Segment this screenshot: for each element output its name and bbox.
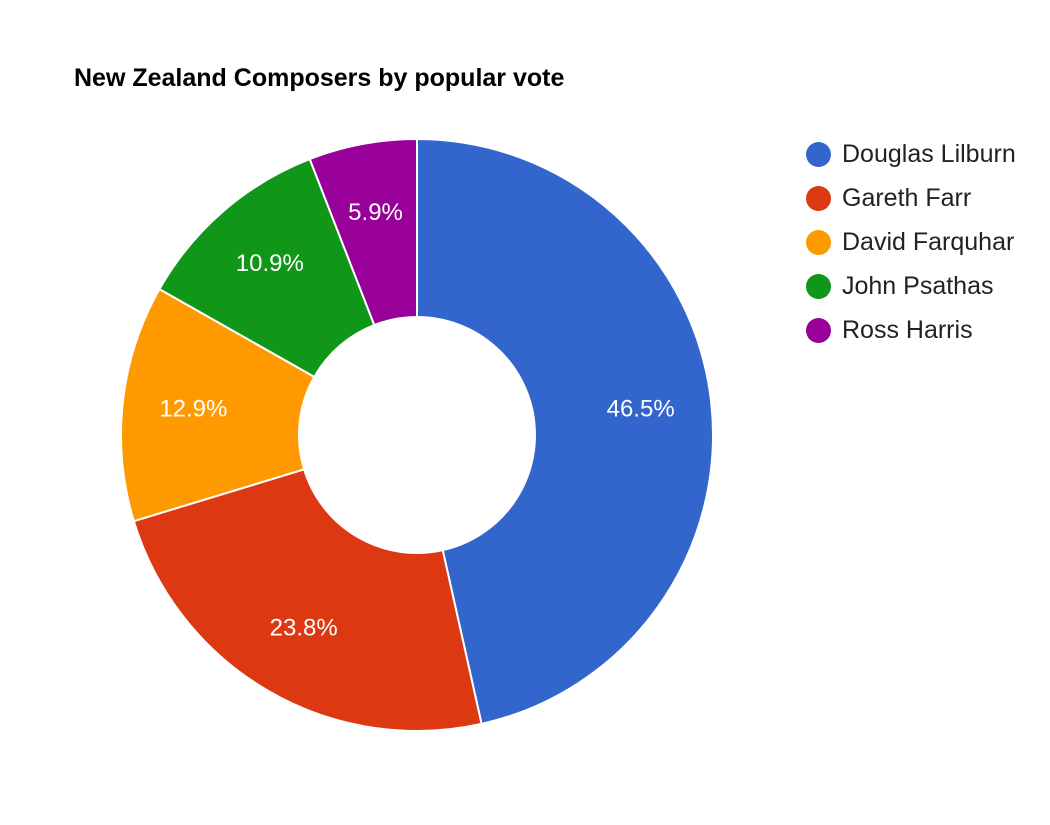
legend-label: David Farquhar <box>842 227 1015 256</box>
slice-gareth-farr[interactable] <box>132 468 483 732</box>
legend-item-john-psathas[interactable]: John Psathas <box>806 264 1016 308</box>
legend-label: Gareth Farr <box>842 183 972 212</box>
slice-david-farquhar[interactable] <box>120 287 316 523</box>
legend-item-david-farquhar[interactable]: David Farquhar <box>806 220 1016 264</box>
legend-swatch-icon <box>806 185 831 211</box>
slice-percent-label: 10.9% <box>236 250 304 277</box>
slice-percent-label: 23.8% <box>270 615 338 642</box>
legend-label: Douglas Lilburn <box>842 139 1016 168</box>
legend-swatch-icon <box>806 273 831 299</box>
legend-swatch-icon <box>806 141 831 167</box>
chart-title: New Zealand Composers by popular vote <box>74 64 565 92</box>
slice-percent-label: 5.9% <box>348 199 403 226</box>
legend-swatch-icon <box>806 317 831 343</box>
slice-douglas-lilburn[interactable] <box>416 137 714 726</box>
slice-john-psathas[interactable] <box>158 157 376 379</box>
legend-item-ross-harris[interactable]: Ross Harris <box>806 308 1016 352</box>
legend-item-douglas-lilburn[interactable]: Douglas Lilburn <box>806 132 1016 176</box>
legend-label: John Psathas <box>842 271 994 300</box>
slice-percent-label: 46.5% <box>607 396 675 423</box>
legend: Douglas Lilburn Gareth Farr David Farquh… <box>806 132 1016 352</box>
slice-ross-harris[interactable] <box>308 137 418 327</box>
slice-percent-label: 12.9% <box>159 396 227 423</box>
legend-swatch-icon <box>806 229 831 255</box>
legend-item-gareth-farr[interactable]: Gareth Farr <box>806 176 1016 220</box>
legend-label: Ross Harris <box>842 315 973 344</box>
